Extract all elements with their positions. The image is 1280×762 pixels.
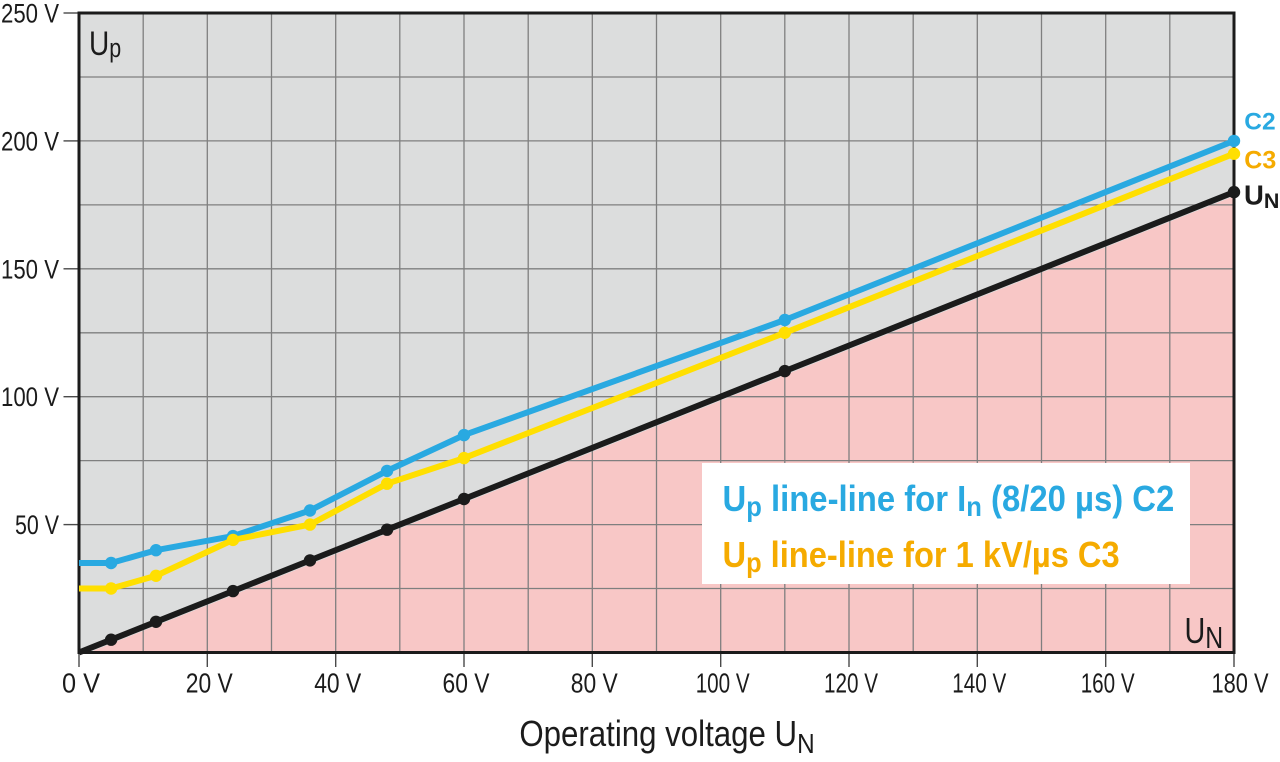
svg-text:0 V: 0 V — [62, 668, 100, 699]
svg-text:80 V: 80 V — [571, 668, 618, 699]
svg-text:120 V: 120 V — [824, 668, 878, 699]
svg-text:100 V: 100 V — [696, 668, 750, 699]
svg-text:C3: C3 — [1244, 147, 1276, 175]
svg-text:160 V: 160 V — [1081, 668, 1135, 699]
svg-text:C2: C2 — [1244, 109, 1275, 136]
svg-text:50 V: 50 V — [15, 510, 59, 540]
svg-text:180 V: 180 V — [1212, 668, 1269, 699]
svg-text:100 V: 100 V — [1, 382, 59, 412]
svg-text:140 V: 140 V — [952, 668, 1006, 699]
svg-text:Up line-line for 1 kV/µs C3: Up line-line for 1 kV/µs C3 — [723, 536, 1120, 579]
svg-text:200 V: 200 V — [1, 126, 59, 156]
svg-text:20 V: 20 V — [186, 668, 233, 699]
svg-text:Up: Up — [89, 24, 121, 63]
svg-text:Up line-line for In (8/20 µs): Up line-line for In (8/20 µs) C2 — [723, 480, 1175, 523]
svg-text:40 V: 40 V — [314, 668, 361, 699]
svg-text:60 V: 60 V — [443, 668, 490, 699]
svg-text:150 V: 150 V — [1, 254, 59, 284]
svg-text:250 V: 250 V — [1, 0, 59, 29]
svg-text:Operating voltage UN: Operating voltage UN — [519, 714, 814, 759]
